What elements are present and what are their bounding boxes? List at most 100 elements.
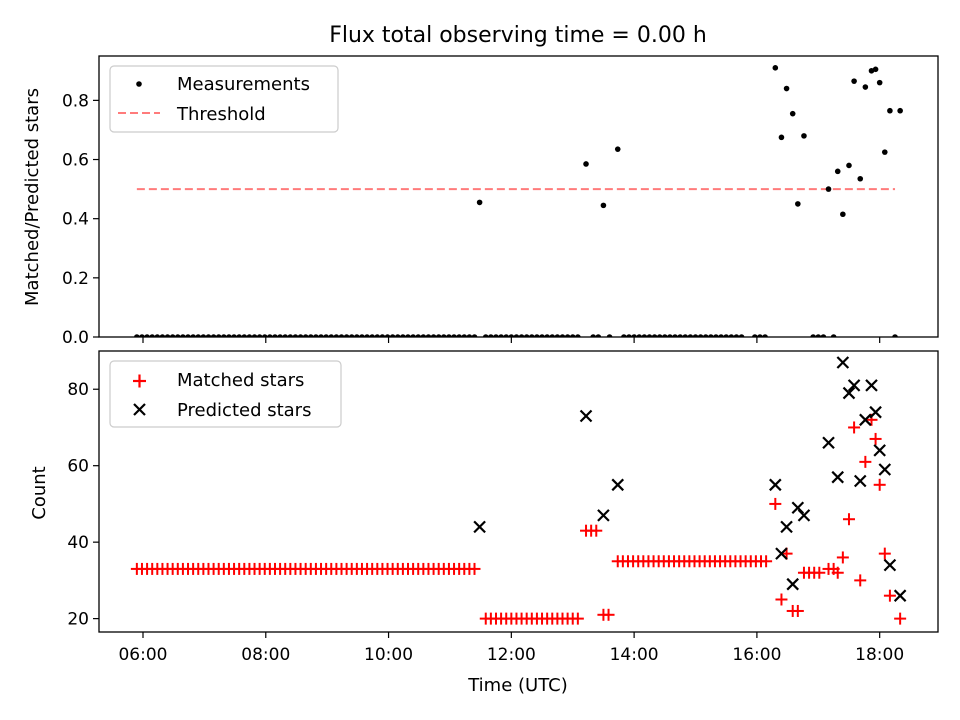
measurement-point — [205, 334, 212, 337]
measurement-point — [144, 334, 150, 337]
matched-stars-point — [468, 562, 481, 575]
x-tick-label: 06:00 — [118, 645, 167, 665]
measurement-point — [190, 334, 196, 337]
measurement-point — [872, 66, 879, 73]
legend-predicted-label: Predicted stars — [177, 400, 311, 421]
measurement-point — [498, 334, 504, 337]
measurement-point — [834, 168, 841, 175]
matched-stars-point — [602, 608, 615, 621]
measurement-point — [277, 334, 283, 337]
x-tick-label: 10:00 — [364, 645, 413, 665]
measurement-point — [471, 334, 478, 337]
matched-stars-point — [873, 478, 886, 491]
measurement-point — [857, 175, 864, 182]
y-tick-label: 40 — [67, 533, 89, 553]
measurement-point — [723, 334, 730, 337]
predicted-stars-point — [869, 405, 882, 419]
predicted-stars-point — [873, 444, 886, 457]
measurement-point — [697, 334, 704, 337]
measurement-point — [354, 334, 360, 337]
measurement-point — [641, 334, 648, 337]
chart-title: Flux total observing time = 0.00 h — [329, 23, 707, 48]
measurement-point — [195, 334, 202, 337]
measurement-point — [606, 334, 613, 337]
measurement-point — [728, 334, 735, 337]
measurement-point — [738, 334, 745, 337]
matched-stars-point — [894, 612, 907, 625]
measurement-point — [267, 334, 273, 337]
legend-threshold-label: Threshold — [176, 104, 266, 125]
matched-stars-point — [775, 593, 788, 606]
measurement-point — [221, 334, 227, 337]
matched-stars-point — [571, 612, 584, 625]
measurement-point — [892, 334, 898, 337]
x-tick-label: 18:00 — [855, 645, 904, 665]
measurement-point — [476, 199, 483, 206]
measurement-point — [523, 334, 530, 337]
matched-stars-point — [769, 497, 782, 510]
measurement-point — [887, 107, 893, 114]
measurement-point — [810, 334, 816, 337]
measurement-point — [708, 334, 714, 337]
measurement-point — [820, 334, 827, 337]
measurement-point — [692, 334, 699, 337]
predicted-stars-point — [836, 356, 850, 369]
measurement-point — [656, 334, 663, 337]
legend-matched-label: Matched stars — [177, 370, 304, 391]
measurement-point — [236, 334, 242, 337]
matched-stars-point — [859, 455, 872, 468]
measurement-point — [292, 334, 299, 337]
bottom-y-axis-label: Count — [29, 466, 50, 519]
measurement-point — [482, 334, 489, 337]
measurement-point — [210, 334, 217, 337]
measurement-point — [513, 334, 520, 337]
measurement-point — [590, 334, 596, 337]
measurement-point — [733, 334, 740, 337]
measurement-point — [825, 186, 832, 192]
legend-predicted-marker — [133, 403, 146, 416]
measurement-point — [846, 162, 852, 169]
measurement-point — [667, 334, 673, 337]
predicted-stars-point — [473, 520, 486, 534]
top-axes-frame — [98, 55, 939, 338]
measurement-point — [762, 334, 768, 337]
measurement-point — [682, 334, 689, 337]
measurement-point — [430, 334, 437, 337]
measurement-point — [631, 334, 637, 337]
matched-stars-point — [878, 547, 891, 560]
measurement-point — [752, 334, 758, 337]
measurement-point — [405, 334, 411, 337]
predicted-stars-point — [611, 478, 625, 492]
matched-stars-point — [883, 589, 896, 602]
predicted-stars-point — [597, 509, 610, 522]
measurement-point — [789, 110, 796, 117]
measurement-point — [830, 334, 837, 337]
measurement-point — [549, 334, 556, 337]
bottom-axes: 20 40 60 80 06:00 08:00 10:00 12:00 14:00 16:00 1… — [29, 350, 939, 696]
measurement-point — [544, 334, 550, 337]
measurement-point — [493, 334, 499, 337]
predicted-stars-point — [859, 413, 872, 427]
measurement-point — [231, 334, 237, 337]
measurement-point — [134, 334, 140, 337]
measurement-point — [169, 334, 176, 337]
predicted-stars-point — [831, 470, 845, 484]
measurement-point — [333, 334, 340, 337]
predicted-stars-point — [878, 463, 892, 476]
measurement-point — [400, 334, 406, 337]
matched-stars-point — [590, 524, 603, 537]
bottom-x-ticks: 06:00 08:00 10:00 12:00 14:00 16:00 18:00 — [118, 632, 904, 665]
matched-stars-point — [813, 566, 826, 579]
measurement-point — [757, 334, 763, 337]
measurement-point — [539, 334, 545, 337]
measurement-point — [389, 334, 396, 337]
measurement-point — [518, 334, 525, 337]
y-tick-label: 0.0 — [62, 328, 89, 348]
measurement-point — [174, 334, 181, 337]
measurement-point — [420, 334, 427, 337]
x-tick-label: 08:00 — [241, 645, 290, 665]
predicted-stars-point — [786, 577, 799, 591]
measurement-point — [318, 334, 324, 337]
predicted-stars-point — [893, 589, 907, 602]
predicted-stars-point — [775, 547, 788, 560]
